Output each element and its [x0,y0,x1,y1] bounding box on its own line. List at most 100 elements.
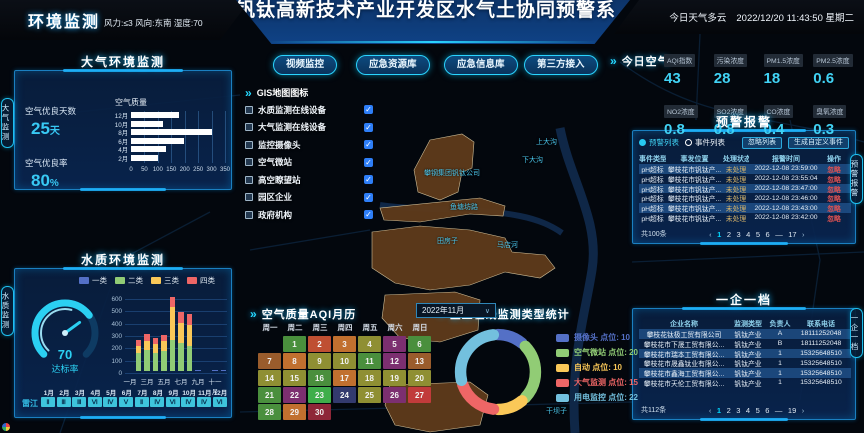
layer-item-checkbox[interactable]: ✓ [364,210,373,220]
layer-item-label: 高空瞭望站 [258,174,301,185]
page-number[interactable]: — [775,229,783,239]
page-number[interactable]: 2 [726,229,731,239]
layer-item-icon [245,123,253,132]
table-row[interactable]: pH超标 攀枝花市钒钛产... 未处理 2022-12-08 23:55:04 忽略 [639,174,851,184]
table-row[interactable]: 攀枝花市瑞本工贸有限公... 钒钛产业 1 15325648510 [639,348,851,359]
metric-card: PM2.5浓度 0.6 [813,50,860,87]
legend-item: 自动 点位: 10 [556,360,622,375]
table-row[interactable]: 攀枝花市天伦工贸有限公... 钒钛产业 1 15325648510 [639,378,851,388]
table-footer: 共100条 ‹ 1 2 3 4 5 6 — 17 › [641,229,847,239]
collapsed-panel-tab[interactable]: 一企一档 [850,308,863,358]
metric-value: 0.6 [813,70,835,87]
calendar-day: 24 [333,387,356,403]
bar [131,120,164,127]
alerts-controls: 预警列表 事件列表 忽略列表 生成自定义事件 [639,136,849,149]
collapsed-panel-tab[interactable]: 预警报警 [850,154,863,204]
page-number[interactable]: 19 [787,405,797,415]
water-class-cell: Ⅳ [181,397,196,407]
layer-menu-item[interactable]: 水质监测在线设备 ✓ [245,101,373,119]
layer-menu-header[interactable]: » GIS地图图标 [245,84,373,101]
page-number[interactable]: — [774,405,783,415]
page-number[interactable]: 2 [726,405,731,415]
page-number[interactable]: 3 [736,405,741,415]
axis-tick-label: 200 [179,167,190,173]
bar-segment [169,340,175,371]
page-number[interactable]: 4 [745,405,751,415]
collapsed-panel-tab[interactable]: 水质监测 [1,286,14,336]
page-number[interactable]: 1 [717,229,722,239]
panel-action-button[interactable]: 生成自定义事件 [788,136,849,149]
layer-menu-item[interactable]: 园区企业 ✓ [245,189,373,207]
next-page-button[interactable]: › [801,405,805,415]
month-dropdown[interactable]: 2022年11月 ∨ [416,303,496,318]
calendar-day: 6 [408,336,431,352]
layer-item-checkbox[interactable]: ✓ [364,140,373,150]
page-number[interactable]: 3 [736,229,741,239]
table-row[interactable]: pH超标 攀枝花市钒钛产... 未处理 2022-12-08 23:59:00 忽略 [639,164,851,174]
table-cell: 攀枝花市钒钛产... [667,176,722,184]
layer-menu-item[interactable]: 监控摄像头 ✓ [245,136,373,154]
table-cell: 2022-12-08 23:43:00 [754,204,818,212]
legend-item: 大气监测 点位: 15 [556,375,638,390]
page-title: 钒钛高新技术产业开发区水气土协同预警系统 [236,0,617,48]
table-row[interactable]: pH超标 攀枝花市钒钛产... 未处理 2022-12-08 23:46:00 忽略 [639,193,851,204]
table-row[interactable]: 攀枝花市晟鑫钛业有限公... 钒钛产业 1 15325648510 [639,358,851,369]
layer-menu-item[interactable]: 空气微站 ✓ [245,154,373,172]
table-row[interactable]: pH超标 攀枝花市钒钛产... 未处理 2022-12-08 23:42:00 忽略 [639,213,851,223]
table-row[interactable]: 攀枝花市鑫海工贸有限公... 钒钛产业 1 15325648510 [639,368,851,378]
toolbar-button[interactable]: 第三方接入 [524,55,598,75]
table-row[interactable]: 攀枝花市下晟工贸有限公... 钒钛产业 B 18111252048 [639,339,851,349]
column-header: 操作 [827,156,841,163]
header-left-banner: 环境监测 风力:≤3 风向:东南 湿度:70 [0,0,250,40]
column-header: 处理状态 [723,156,749,163]
prev-page-button[interactable]: ‹ [708,405,712,415]
layer-menu-item[interactable]: 高空瞭望站 ✓ [245,171,373,189]
table-row[interactable]: pH超标 攀枝花市钒钛产... 未处理 2022-12-08 23:47:00 忽略 [639,183,851,194]
table-row[interactable]: 攀枝花钛极工贸有限公司 钒钛产业 A 18111252048 [639,329,851,339]
panel-action-button[interactable]: 忽略列表 [742,136,782,149]
toolbar-button[interactable]: 应急信息库 [444,55,518,75]
month-label: 10月 [182,390,197,397]
page-number[interactable]: 6 [765,405,770,415]
chevrons-icon: » [245,85,252,100]
page-number[interactable]: 5 [755,229,761,239]
layer-item-checkbox[interactable]: ✓ [364,192,373,202]
layer-menu-item[interactable]: 政府机构 ✓ [245,206,373,224]
calendar-day: 14 [258,370,281,386]
table-row[interactable]: pH超标 攀枝花市钒钛产... 未处理 2022-12-08 23:43:00 忽略 [639,203,851,213]
stacked-bar [212,370,218,371]
layer-item-checkbox[interactable]: ✓ [364,175,373,185]
taskbar-app-icon[interactable] [2,423,10,431]
collapsed-panel-tab[interactable]: 大气监测 [1,98,14,148]
calendar-day: 12 [383,353,406,369]
river-name: 雷江 [22,399,38,408]
page-number[interactable]: 1 [716,405,722,415]
page-number[interactable]: 6 [765,229,770,239]
bar-segment [186,325,192,347]
list-tab[interactable]: 预警列表 [639,137,679,148]
calendar-day: 25 [358,387,381,403]
layer-item-checkbox[interactable]: ✓ [364,105,373,115]
air-stat-value: 80% [31,171,59,190]
list-tab[interactable]: 事件列表 [685,137,725,148]
toolbar-button[interactable]: 应急资源库 [356,55,430,75]
layer-item-checkbox[interactable]: ✓ [364,157,373,167]
table-cell: 攀枝花市钒钛产... [667,215,722,223]
table-cell: A [777,330,783,338]
prev-page-button[interactable]: ‹ [709,229,712,239]
total-count: 共100条 [641,231,667,238]
page-number[interactable]: 4 [746,229,751,239]
axis-tick-label: 200 [111,345,122,353]
page-number[interactable]: 17 [788,229,797,239]
calendar-day: 7 [258,353,281,369]
page-number[interactable]: 5 [755,405,760,415]
layer-item-checkbox[interactable]: ✓ [364,122,373,132]
map-place-label: 马店河 [497,242,518,249]
next-page-button[interactable]: › [802,229,805,239]
table-cell: 攀枝花市鑫海工贸有限公... [643,371,725,379]
toolbar-button[interactable]: 视频监控 [273,55,338,75]
metric-value: 0.8 [664,121,685,138]
layer-menu-item[interactable]: 大气监测在线设备 ✓ [245,119,373,137]
table-cell: 15325648510 [800,379,842,387]
